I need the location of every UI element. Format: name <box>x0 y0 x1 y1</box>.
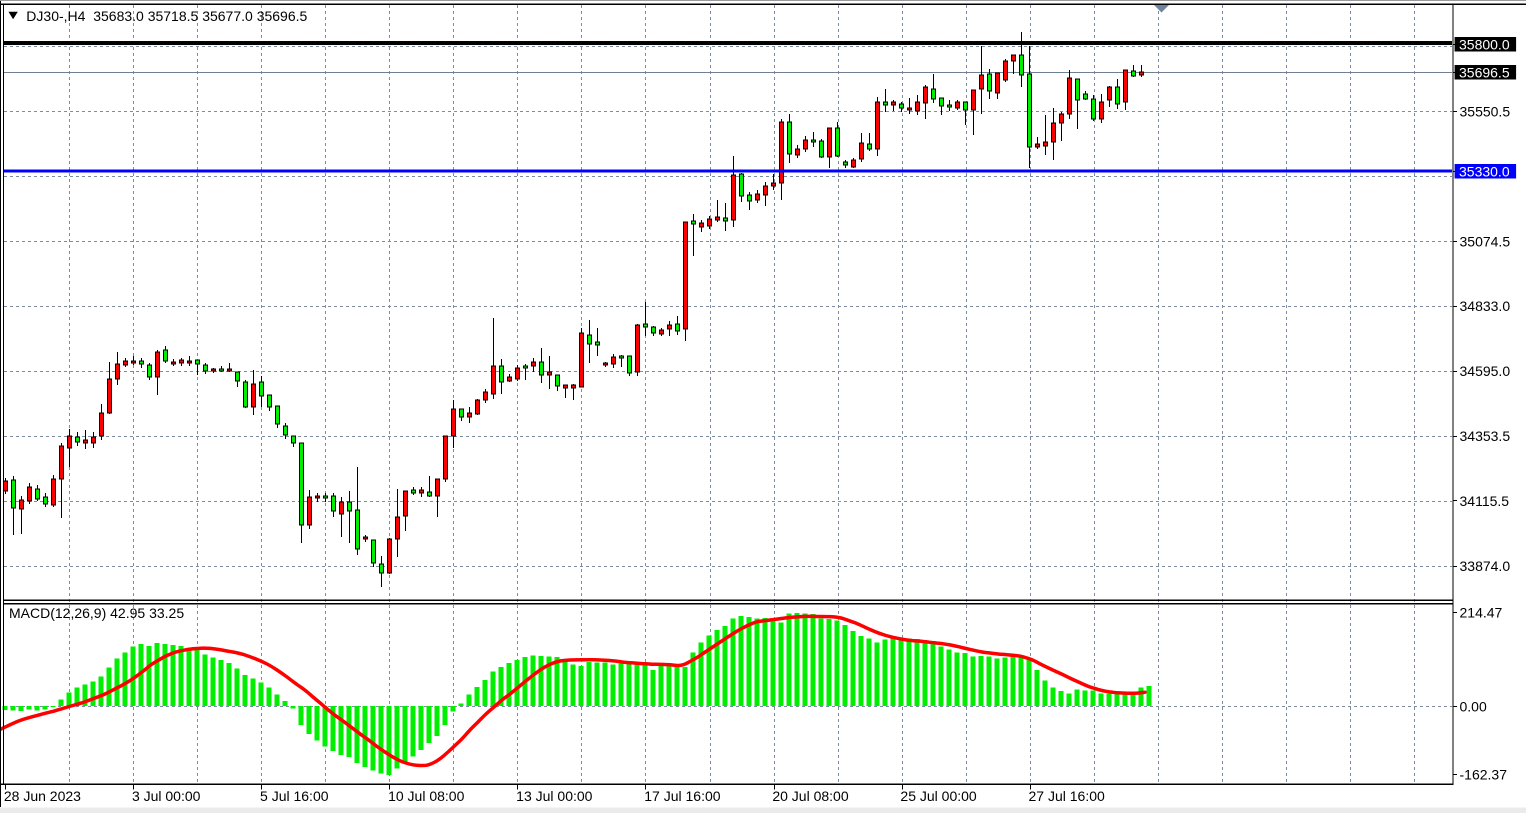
svg-text:34833.0: 34833.0 <box>1460 298 1511 314</box>
svg-text:DJ30-,H4 35683.0 35718.5 3567: DJ30-,H4 35683.0 35718.5 35677.0 35696.5 <box>26 8 307 24</box>
svg-text:25 Jul 00:00: 25 Jul 00:00 <box>900 788 976 804</box>
svg-text:35074.5: 35074.5 <box>1460 233 1511 249</box>
svg-text:-162.37: -162.37 <box>1460 767 1508 783</box>
svg-text:35550.5: 35550.5 <box>1460 104 1511 120</box>
svg-text:13 Jul 00:00: 13 Jul 00:00 <box>516 788 592 804</box>
svg-text:35696.5: 35696.5 <box>1459 64 1510 80</box>
svg-text:MACD(12,26,9) 42.95 33.25: MACD(12,26,9) 42.95 33.25 <box>9 605 184 621</box>
svg-text:214.47: 214.47 <box>1460 605 1503 621</box>
svg-text:28 Jun 2023: 28 Jun 2023 <box>4 788 81 804</box>
svg-text:10 Jul 08:00: 10 Jul 08:00 <box>388 788 464 804</box>
svg-text:0.00: 0.00 <box>1460 699 1487 715</box>
svg-text:34595.0: 34595.0 <box>1460 363 1511 379</box>
svg-text:17 Jul 16:00: 17 Jul 16:00 <box>644 788 720 804</box>
svg-text:5 Jul 16:00: 5 Jul 16:00 <box>260 788 329 804</box>
svg-text:35330.0: 35330.0 <box>1459 163 1510 179</box>
svg-text:35800.0: 35800.0 <box>1459 36 1510 52</box>
svg-text:3 Jul 00:00: 3 Jul 00:00 <box>132 788 201 804</box>
svg-text:34115.5: 34115.5 <box>1460 493 1510 509</box>
svg-text:34353.5: 34353.5 <box>1460 428 1511 444</box>
svg-text:33874.0: 33874.0 <box>1460 558 1511 574</box>
svg-text:27 Jul 16:00: 27 Jul 16:00 <box>1029 788 1105 804</box>
svg-text:20 Jul 08:00: 20 Jul 08:00 <box>772 788 848 804</box>
